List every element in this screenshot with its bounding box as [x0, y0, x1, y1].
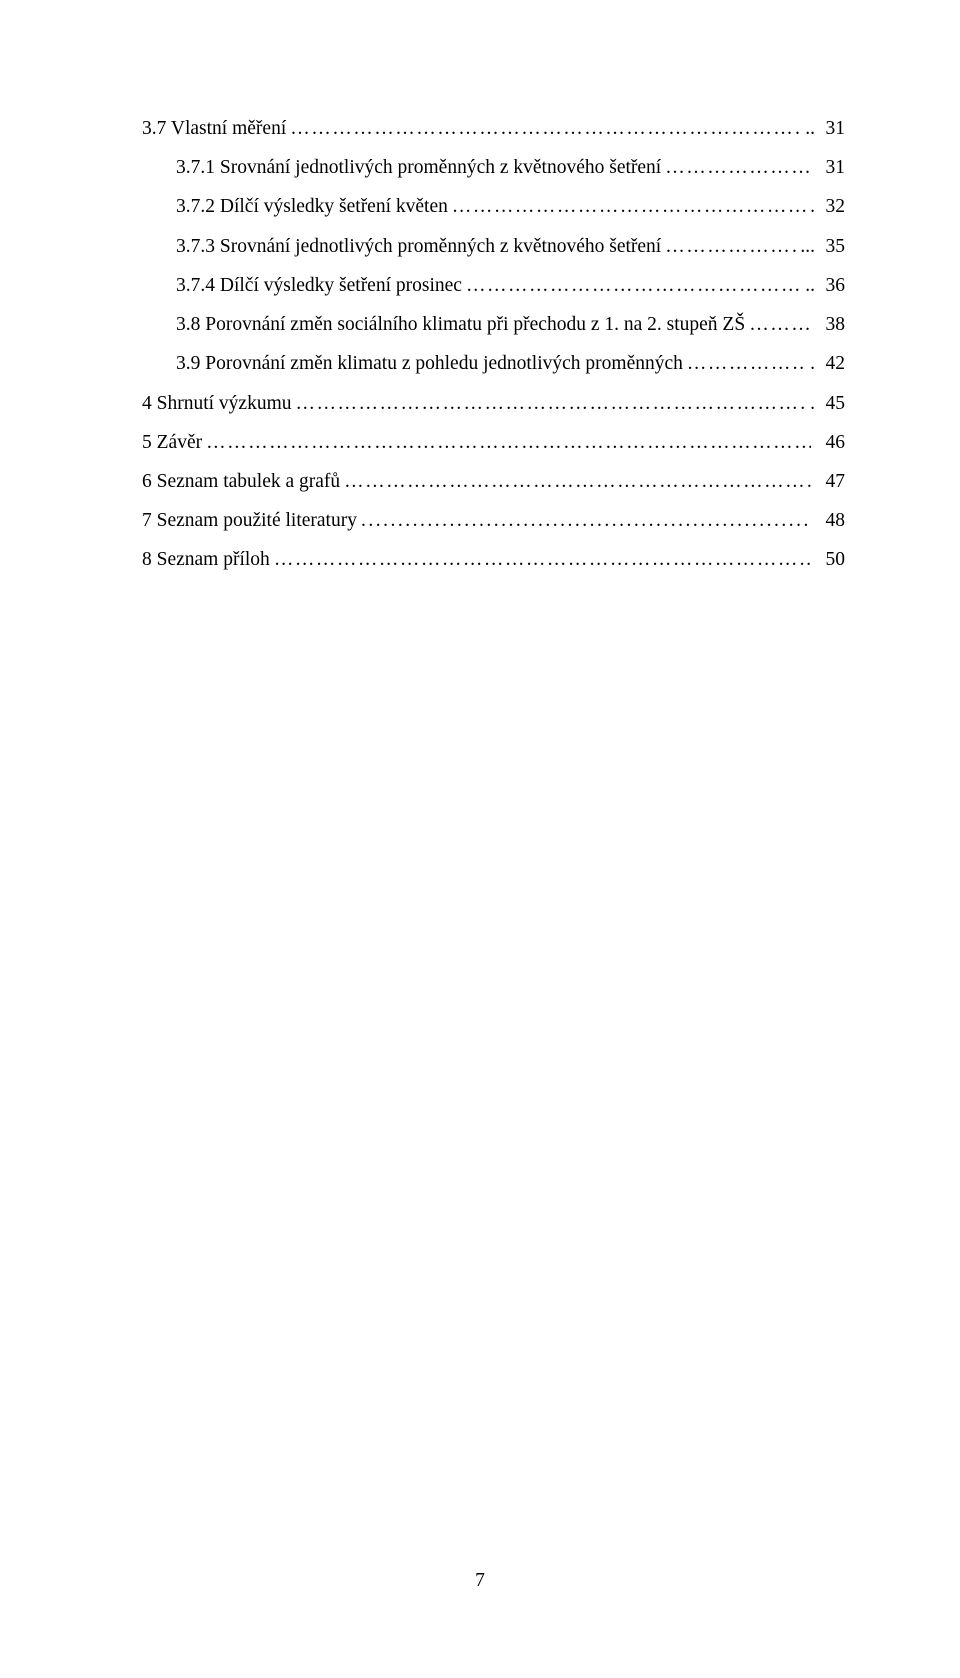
- toc-label: 6 Seznam tabulek a grafů: [142, 467, 340, 497]
- toc-trail: ..: [805, 271, 815, 301]
- toc-page: 50: [815, 545, 845, 575]
- toc-entry: 3.7.3 Srovnání jednotlivých proměnných z…: [142, 232, 845, 262]
- toc-page: 36: [815, 271, 845, 301]
- toc-page: 32: [815, 192, 845, 222]
- toc-leader: [687, 349, 806, 379]
- toc-page: 42: [815, 349, 845, 379]
- toc-content: 3.7 Vlastní měření .. 31 3.7.1 Srovnání …: [142, 114, 845, 585]
- toc-page: 38: [815, 310, 845, 340]
- toc-leader: [361, 506, 811, 536]
- toc-leader: [466, 271, 801, 301]
- toc-label: 3.8 Porovnání změn sociálního klimatu př…: [176, 310, 745, 340]
- toc-page: 45: [815, 389, 845, 419]
- toc-leader: [274, 545, 811, 575]
- toc-entry: 5 Závěr 46: [142, 428, 845, 458]
- toc-leader: [665, 232, 796, 262]
- toc-leader: [452, 192, 806, 222]
- toc-label: 3.9 Porovnání změn klimatu z pohledu jed…: [176, 349, 683, 379]
- toc-page: 48: [815, 506, 845, 536]
- toc-label: 8 Seznam příloh: [142, 545, 270, 575]
- toc-leader: [206, 428, 811, 458]
- toc-trail: ..: [805, 114, 815, 144]
- toc-label: 7 Seznam použité literatury: [142, 506, 357, 536]
- toc-page: 31: [815, 114, 845, 144]
- toc-trail: ...: [800, 232, 815, 262]
- toc-label: 5 Závěr: [142, 428, 202, 458]
- toc-entry: 7 Seznam použité literatury 48: [142, 506, 845, 536]
- toc-entry: 3.7 Vlastní měření .. 31: [142, 114, 845, 144]
- toc-entry: 3.7.2 Dílčí výsledky šetření květen . 32: [142, 192, 845, 222]
- toc-leader: [344, 467, 811, 497]
- toc-leader: [749, 310, 811, 340]
- toc-label: 3.7.2 Dílčí výsledky šetření květen: [176, 192, 448, 222]
- toc-label: 3.7.4 Dílčí výsledky šetření prosinec: [176, 271, 462, 301]
- toc-leader: [290, 114, 801, 144]
- toc-label: 4 Shrnutí výzkumu: [142, 389, 292, 419]
- toc-entry: 3.7.4 Dílčí výsledky šetření prosinec ..…: [142, 271, 845, 301]
- toc-leader: [665, 153, 811, 183]
- toc-entry: 3.9 Porovnání změn klimatu z pohledu jed…: [142, 349, 845, 379]
- toc-page: 47: [815, 467, 845, 497]
- toc-entry: 8 Seznam příloh 50: [142, 545, 845, 575]
- toc-label: 3.7.3 Srovnání jednotlivých proměnných z…: [176, 232, 661, 262]
- toc-entry: 3.7.1 Srovnání jednotlivých proměnných z…: [142, 153, 845, 183]
- page-number: 7: [0, 1566, 960, 1596]
- toc-leader: [296, 389, 807, 419]
- toc-label: 3.7.1 Srovnání jednotlivých proměnných z…: [176, 153, 661, 183]
- toc-page: 46: [815, 428, 845, 458]
- toc-label: 3.7 Vlastní měření: [142, 114, 286, 144]
- toc-page: 35: [815, 232, 845, 262]
- toc-page: 31: [815, 153, 845, 183]
- document-page: 3.7 Vlastní měření .. 31 3.7.1 Srovnání …: [0, 0, 960, 1678]
- toc-entry: 4 Shrnutí výzkumu . 45: [142, 389, 845, 419]
- toc-entry: 3.8 Porovnání změn sociálního klimatu př…: [142, 310, 845, 340]
- toc-entry: 6 Seznam tabulek a grafů 47: [142, 467, 845, 497]
